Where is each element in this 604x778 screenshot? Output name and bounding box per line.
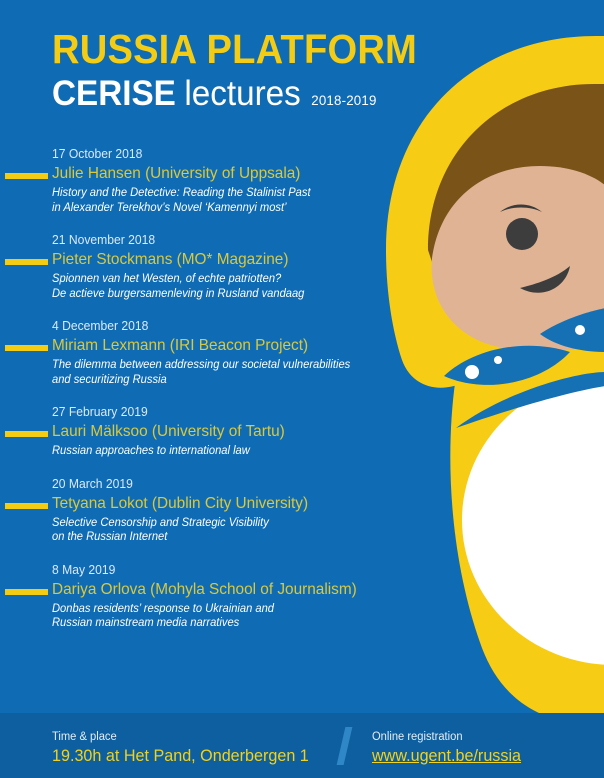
lecture-abstract: Russian approaches to international law [52, 444, 409, 459]
lecture-item: 21 November 2018 Pieter Stockmans (MO* M… [0, 232, 420, 301]
lecture-list: 17 October 2018 Julie Hansen (University… [0, 146, 420, 648]
lecture-item: 8 May 2019 Dariya Orlova (Mohyla School … [0, 562, 420, 631]
lecture-date: 27 February 2019 [52, 405, 148, 419]
time-and-place-block: Time & place 19.30h at Het Pand, Onderbe… [52, 730, 322, 767]
lecture-speaker: Pieter Stockmans (MO* Magazine) [52, 251, 289, 268]
dash-marker-icon [5, 259, 48, 265]
lecture-abstract-line: Spionnen van het Westen, of echte patrio… [52, 273, 282, 285]
registration-label: Online registration [372, 731, 463, 743]
lecture-item: 4 December 2018 Miriam Lexmann (IRI Beac… [0, 318, 420, 387]
dash-marker-icon [5, 345, 48, 351]
lecture-date: 17 October 2018 [52, 147, 143, 161]
lecture-abstract-line: Donbas residents’ response to Ukrainian … [52, 602, 275, 615]
doll-apron [462, 375, 604, 665]
doll-face [431, 166, 604, 352]
dash-marker-icon [5, 502, 48, 509]
lecture-speaker: Miriam Lexmann (IRI Beacon Project) [52, 337, 309, 354]
lecture-item: 27 February 2019 Lauri Mälksoo (Universi… [0, 404, 420, 459]
registration-block: Online registration www.ugent.be/russia [372, 730, 529, 767]
lecture-date: 20 March 2019 [52, 476, 133, 491]
lecture-abstract-line: Russian mainstream media narratives [52, 617, 240, 629]
lecture-item: 20 March 2019 Tetyana Lokot (Dublin City… [0, 476, 420, 545]
lecture-date: 21 November 2018 [52, 233, 156, 247]
lecture-speaker: Lauri Mälksoo (University of Tartu) [52, 423, 285, 440]
lecture-abstract-line: Russian approaches to international law [52, 445, 250, 457]
doll-mouth [520, 266, 570, 293]
footer-divider-icon [336, 727, 353, 765]
lecture-abstract-line: History and the Detective: Reading the S… [52, 187, 311, 199]
lecture-abstract: Selective Censorship and Strategic Visib… [52, 516, 409, 545]
poster-footer: Time & place 19.30h at Het Pand, Onderbe… [0, 713, 604, 778]
subtitle-cerise: CERISE [52, 74, 176, 113]
time-and-place-value: 19.30h at Het Pand, Onderbergen 1 [52, 746, 309, 765]
lecture-speaker: Tetyana Lokot (Dublin City University) [52, 494, 309, 512]
lecture-abstract-line: De actieve burgersamenleving in Rusland … [52, 287, 305, 300]
subtitle-lectures: lectures [184, 74, 301, 113]
academic-year-label: 2018-2019 [311, 92, 377, 108]
lecture-abstract: Spionnen van het Westen, of echte patrio… [52, 272, 409, 301]
dash-marker-icon [5, 173, 48, 179]
doll-decoration-leaves [444, 308, 604, 428]
lecture-abstract-line: on the Russian Internet [52, 531, 168, 543]
doll-body [450, 330, 604, 720]
lecture-abstract-line: Selective Censorship and Strategic Visib… [52, 516, 269, 529]
time-and-place-label: Time & place [52, 731, 117, 743]
page-title: RUSSIA PLATFORM [52, 26, 418, 72]
lecture-speaker: Dariya Orlova (Mohyla School of Journali… [52, 580, 357, 598]
lecture-abstract: Donbas residents’ response to Ukrainian … [52, 602, 409, 631]
lecture-date: 4 December 2018 [52, 319, 149, 333]
dash-marker-icon [5, 431, 48, 437]
lecture-date: 8 May 2019 [52, 562, 116, 577]
poster-header: RUSSIA PLATFORM CERISE lectures 2018-201… [52, 26, 472, 114]
lecture-abstract-line: and securitizing Russia [52, 373, 167, 386]
lecture-item: 17 October 2018 Julie Hansen (University… [0, 146, 420, 215]
doll-eyebrow [500, 204, 542, 212]
dash-marker-icon [5, 588, 48, 595]
registration-link[interactable]: www.ugent.be/russia [372, 746, 522, 765]
poster-subtitle: CERISE lectures 2018-2019 [52, 74, 451, 114]
lecture-abstract: History and the Detective: Reading the S… [52, 186, 409, 215]
doll-eye [506, 218, 538, 250]
lecture-abstract-line: The dilemma between addressing our socie… [52, 359, 351, 371]
lecture-abstract-line: in Alexander Terekhov’s Novel ‘Kamennyi … [52, 201, 287, 214]
lecture-abstract: The dilemma between addressing our socie… [52, 358, 409, 387]
lecture-speaker: Julie Hansen (University of Uppsala) [52, 165, 301, 182]
